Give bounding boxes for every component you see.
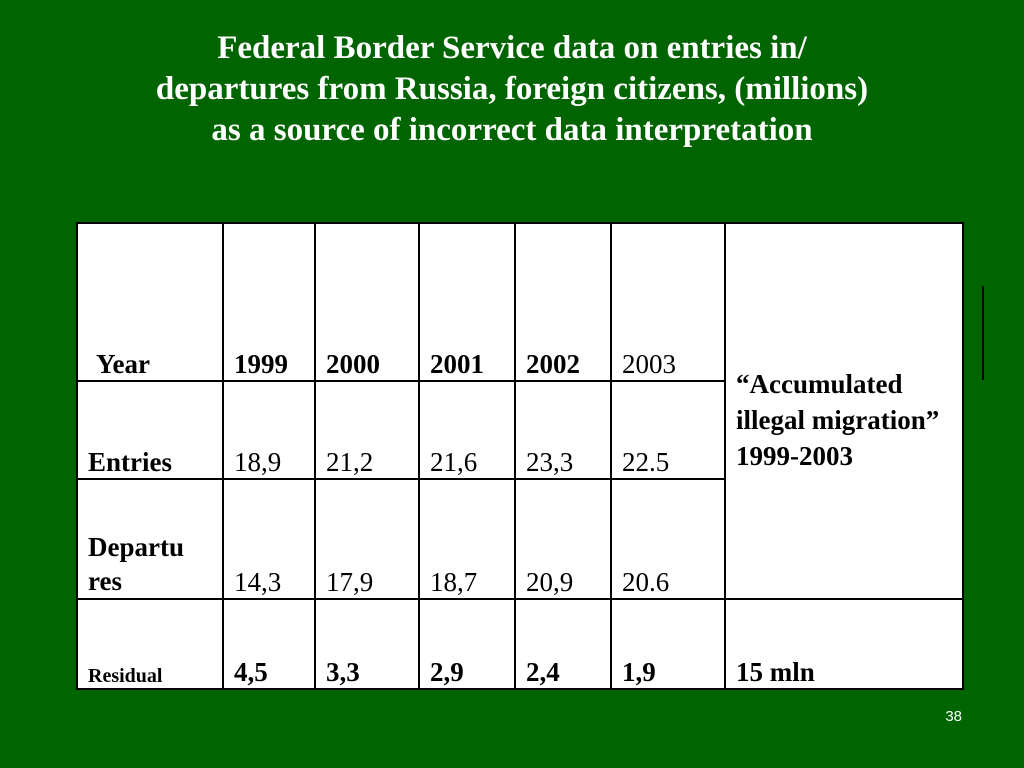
year-cell-2002: 2002 bbox=[514, 222, 612, 382]
entries-value-2001: 21,6 bbox=[418, 380, 516, 480]
departures-value-2000: 17,9 bbox=[314, 478, 420, 600]
residual-row: Residual 4,5 3,3 2,9 2,4 1,9 15 mln bbox=[76, 598, 964, 690]
migration-data-table: Year 1999 2000 2001 2002 2003 “Accumulat… bbox=[76, 222, 964, 690]
entries-row: Entries 18,9 21,2 21,6 23,3 22.5 bbox=[76, 380, 963, 480]
entries-value-2000: 21,2 bbox=[314, 380, 420, 480]
entries-value-2002: 23,3 bbox=[514, 380, 612, 480]
year-row: Year 1999 2000 2001 2002 2003 “Accumulat… bbox=[76, 222, 964, 600]
departures-label: Departu res bbox=[76, 478, 224, 600]
year-cell-2003: 2003 bbox=[610, 222, 726, 382]
residual-total: 15 mln bbox=[724, 598, 964, 690]
year-cell-2001: 2001 bbox=[418, 222, 516, 382]
residual-value-1999: 4,5 bbox=[222, 598, 316, 690]
residual-value-2002: 2,4 bbox=[514, 598, 612, 690]
residual-value-2001: 2,9 bbox=[418, 598, 516, 690]
residual-label: Residual bbox=[76, 598, 224, 690]
decorative-divider-line bbox=[982, 286, 984, 380]
slide-title-line-1: Federal Border Service data on entries i… bbox=[217, 30, 807, 66]
entries-label: Entries bbox=[76, 380, 224, 480]
departures-value-2002: 20,9 bbox=[514, 478, 612, 600]
slide-title-line-3: as a source of incorrect data interpreta… bbox=[211, 112, 813, 148]
departures-value-2003: 20.6 bbox=[610, 478, 726, 600]
slide-title: Federal Border Service data on entries i… bbox=[40, 28, 984, 151]
residual-value-2003: 1,9 bbox=[610, 598, 726, 690]
accumulated-migration-note: “Accumulated illegal migration” 1999-200… bbox=[724, 222, 964, 600]
entries-value-2003: 22.5 bbox=[610, 380, 726, 480]
entries-value-1999: 18,9 bbox=[222, 380, 316, 480]
departures-label-part-2: res bbox=[88, 566, 122, 596]
departures-value-2001: 18,7 bbox=[418, 478, 516, 600]
slide-number: 38 bbox=[945, 708, 962, 725]
year-cell-1999: 1999 bbox=[222, 222, 316, 382]
departures-label-part-1: Departu bbox=[88, 532, 184, 562]
year-header-cell: Year bbox=[76, 222, 224, 382]
departures-value-1999: 14,3 bbox=[222, 478, 316, 600]
residual-value-2000: 3,3 bbox=[314, 598, 420, 690]
slide-title-line-2: departures from Russia, foreign citizens… bbox=[155, 71, 869, 107]
year-cell-2000: 2000 bbox=[314, 222, 420, 382]
departures-row: Departu res 14,3 17,9 18,7 20,9 20.6 bbox=[76, 478, 963, 600]
